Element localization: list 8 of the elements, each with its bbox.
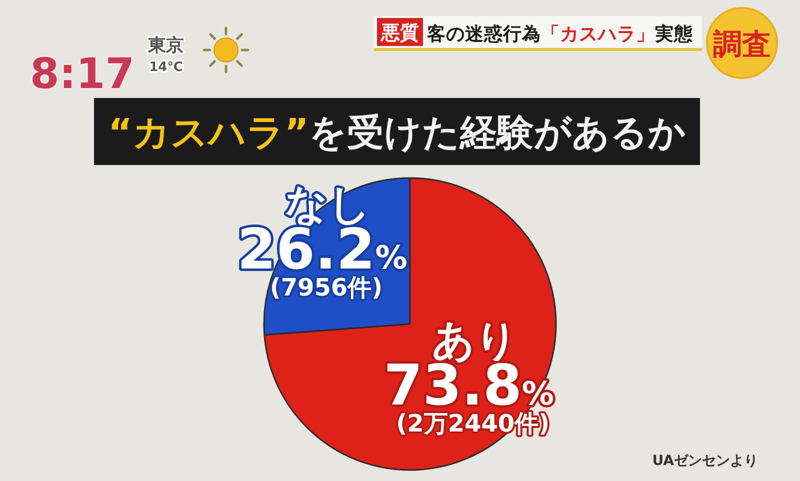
text: 東京 (147, 35, 184, 56)
text: 8:17 (30, 49, 134, 98)
chart-subtitle: 客の迷惑行為「カスハラ」実態 (426, 23, 694, 45)
chart-title: “カスハラ”を受けた経験があるか (108, 111, 686, 154)
text: 14℃ (149, 60, 183, 75)
text: 調査 (713, 27, 771, 61)
text: 悪質 (380, 22, 419, 44)
text: UAゼンセンより (652, 453, 758, 469)
